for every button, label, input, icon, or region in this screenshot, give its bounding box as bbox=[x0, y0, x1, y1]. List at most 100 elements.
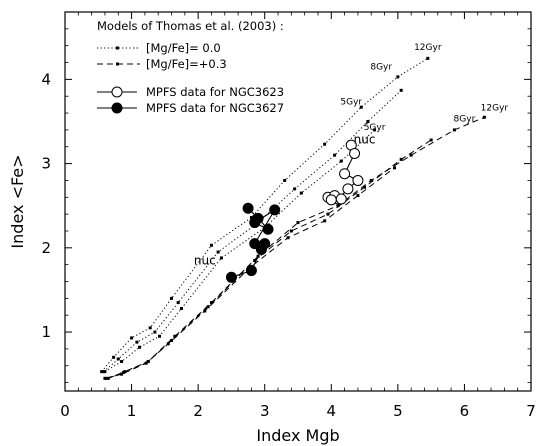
model-point bbox=[356, 194, 360, 198]
model-point bbox=[323, 219, 327, 223]
model-point bbox=[426, 56, 430, 60]
age-label: 5Gyr bbox=[340, 98, 362, 108]
age-label: 12Gyr bbox=[414, 43, 442, 53]
x-tick-label: 6 bbox=[460, 402, 470, 420]
model-point bbox=[482, 115, 486, 119]
legend-model-marker bbox=[116, 46, 119, 50]
model-point bbox=[339, 159, 343, 163]
legend-label: [Mg/Fe]=+0.3 bbox=[146, 57, 227, 71]
model-point bbox=[293, 187, 297, 191]
model-point bbox=[363, 185, 367, 189]
ngc3623-point bbox=[339, 168, 351, 180]
model-point bbox=[429, 138, 433, 142]
legend-label: MPFS data for NGC3623 bbox=[146, 85, 284, 99]
model-point bbox=[144, 361, 148, 365]
ngc3623-point bbox=[325, 194, 337, 206]
ngc3627-point bbox=[245, 265, 257, 277]
legend-marker bbox=[111, 86, 123, 98]
model-point bbox=[103, 370, 107, 374]
model-point bbox=[122, 370, 126, 374]
model-point bbox=[116, 357, 120, 361]
nuc-annotation: nuc bbox=[354, 132, 376, 146]
model-point bbox=[170, 296, 174, 300]
model-point bbox=[336, 204, 340, 208]
model-point bbox=[146, 360, 150, 364]
model-point bbox=[170, 338, 174, 342]
ngc3623-point bbox=[349, 147, 361, 159]
y-tick-label: 1 bbox=[41, 323, 51, 341]
x-tick-label: 4 bbox=[327, 402, 337, 420]
legend-title: Models of Thomas et al. (2003) : bbox=[97, 19, 284, 33]
model-point bbox=[369, 178, 373, 182]
model-point bbox=[359, 105, 363, 109]
model-point bbox=[203, 309, 207, 313]
model-point bbox=[249, 216, 253, 220]
model-point bbox=[103, 376, 107, 380]
ngc3627-point bbox=[269, 204, 281, 216]
legend-label: MPFS data for NGC3627 bbox=[146, 101, 284, 115]
model-track-dashed bbox=[104, 167, 395, 379]
model-track-dotted bbox=[104, 129, 375, 373]
model-point bbox=[399, 88, 403, 92]
model-point bbox=[409, 153, 413, 157]
nuc-annotation: nuc bbox=[194, 254, 216, 268]
age-label: 12Gyr bbox=[481, 104, 509, 114]
model-point bbox=[253, 258, 257, 262]
model-point bbox=[130, 336, 134, 340]
model-point bbox=[452, 128, 456, 132]
plot-frame bbox=[64, 11, 532, 392]
y-axis-label: Index <Fe> bbox=[8, 154, 27, 248]
ngc3627-point bbox=[249, 217, 261, 229]
model-point bbox=[206, 305, 210, 309]
ngc3627-point bbox=[262, 223, 274, 235]
model-track-dotted bbox=[103, 89, 402, 372]
model-track-dashed bbox=[106, 139, 432, 379]
model-point bbox=[286, 236, 290, 240]
model-point bbox=[209, 243, 213, 247]
model-point bbox=[100, 370, 104, 374]
model-point bbox=[153, 330, 157, 334]
model-point bbox=[289, 229, 293, 233]
x-tick-label: 2 bbox=[193, 402, 203, 420]
age-label: 8Gyr bbox=[370, 62, 392, 72]
model-point bbox=[138, 345, 142, 349]
model-point bbox=[216, 250, 220, 254]
model-point bbox=[166, 342, 170, 346]
model-track-dotted bbox=[101, 57, 429, 372]
legend-label: [Mg/Fe]= 0.0 bbox=[146, 41, 221, 55]
model-point bbox=[180, 306, 183, 310]
y-tick-label: 4 bbox=[41, 70, 51, 88]
x-axis-label: Index Mgb bbox=[256, 426, 339, 445]
legend-model-marker bbox=[116, 62, 119, 66]
model-point bbox=[176, 301, 180, 305]
x-tick-label: 7 bbox=[526, 402, 536, 420]
age-label: 5Gyr bbox=[364, 123, 386, 133]
model-point bbox=[106, 376, 110, 380]
model-point bbox=[366, 119, 370, 123]
x-tick-label: 1 bbox=[127, 402, 137, 420]
model-point bbox=[399, 157, 403, 161]
ngc3627-point bbox=[255, 244, 267, 256]
model-point bbox=[148, 326, 152, 330]
model-point bbox=[323, 142, 327, 146]
model-point bbox=[326, 212, 330, 216]
x-tick-label: 0 bbox=[60, 402, 70, 420]
y-tick-label: 2 bbox=[41, 239, 51, 257]
model-point bbox=[219, 256, 223, 260]
ngc3623-point bbox=[342, 183, 354, 195]
ngc3623-point bbox=[335, 193, 347, 205]
ngc3627-point bbox=[242, 202, 254, 214]
model-point bbox=[283, 178, 287, 182]
model-point bbox=[120, 372, 124, 376]
x-tick-label: 3 bbox=[260, 402, 270, 420]
model-point bbox=[120, 360, 124, 364]
model-point bbox=[209, 301, 213, 305]
ngc3627-point bbox=[225, 271, 237, 283]
model-point bbox=[333, 153, 337, 157]
model-point bbox=[112, 355, 116, 359]
ngc3623-point bbox=[352, 174, 364, 186]
model-point bbox=[173, 334, 177, 338]
model-point bbox=[299, 191, 303, 195]
model-point bbox=[158, 334, 162, 338]
